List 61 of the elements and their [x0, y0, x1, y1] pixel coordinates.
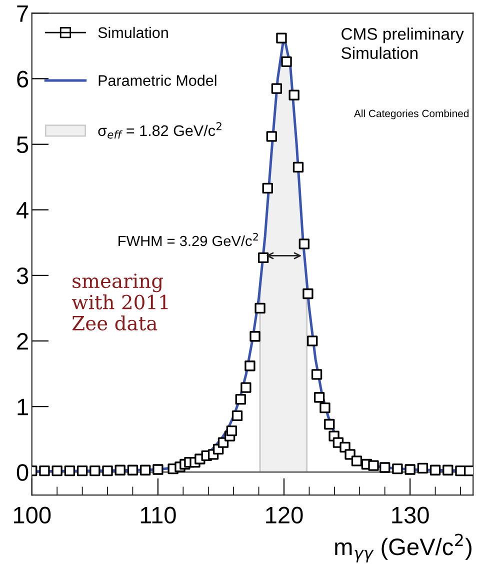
y-tick-label: 6 [17, 70, 28, 88]
annotation: CMS preliminary Simulation [341, 28, 464, 59]
annotation: All Categories Combined [354, 110, 469, 120]
point [276, 32, 287, 44]
point [292, 162, 304, 173]
x-tick-label: 100 [14, 506, 51, 524]
point [288, 90, 300, 100]
x-tick-label: 120 [266, 506, 303, 524]
y-tick-label: 3 [16, 267, 28, 284]
point [266, 131, 277, 142]
point [226, 425, 238, 436]
point [368, 460, 379, 471]
point [298, 238, 310, 250]
annotation: smearing with 2011 Zee data [72, 274, 168, 330]
point [140, 464, 151, 476]
point [351, 456, 362, 466]
point [404, 464, 416, 475]
point [240, 382, 252, 393]
point [152, 464, 164, 475]
y-tick-label: 1 [18, 398, 28, 416]
point [39, 465, 50, 476]
point [417, 462, 428, 474]
point [271, 83, 282, 94]
point [324, 418, 335, 430]
y-tick-label: 2 [17, 333, 28, 350]
point [464, 465, 474, 476]
x-tick-label: 130 [392, 506, 429, 524]
y-tick-label: 0 [16, 464, 28, 481]
point [392, 463, 403, 474]
point [311, 369, 322, 380]
point [430, 464, 441, 476]
point [258, 252, 269, 264]
x-axis-title: m$_{γγ}$ (GeV/c$^{2}$) [335, 534, 472, 562]
point [64, 465, 76, 476]
point [90, 465, 100, 476]
legend-label: Simulation [98, 26, 168, 38]
band-label: σ$_{eff}$ = 1.82 GeV/c$^{2}$ [98, 122, 222, 139]
point [250, 331, 260, 342]
point [380, 462, 390, 473]
point [244, 360, 256, 372]
point [262, 182, 273, 194]
point [235, 394, 246, 405]
point [254, 302, 266, 314]
annotation: FWHM = 3.29 GeV/c$^{2}$ [118, 232, 258, 246]
point [281, 56, 292, 67]
point [232, 410, 243, 422]
y-tick-label: 5 [16, 136, 28, 154]
point [127, 464, 138, 476]
x-tick-label: 110 [140, 506, 176, 524]
point [307, 336, 318, 346]
legend-label: Parametric Model [98, 74, 216, 86]
point [442, 464, 454, 476]
point [314, 392, 325, 403]
point [302, 288, 314, 300]
point [76, 465, 88, 476]
y-tick-label: 4 [16, 202, 28, 218]
point [102, 465, 113, 476]
point [52, 465, 62, 476]
point [114, 464, 126, 476]
y-tick-label: 7 [17, 5, 28, 22]
point [320, 402, 330, 414]
